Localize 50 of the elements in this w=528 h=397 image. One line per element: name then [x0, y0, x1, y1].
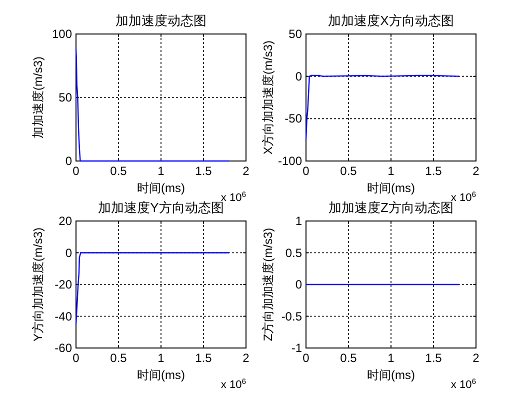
y-tick-label: 100	[52, 27, 72, 41]
y-axis-title: Y方向加加速度(m/s3)	[31, 227, 45, 342]
y-tick-label: 0	[295, 69, 302, 84]
y-tick-label: -100	[278, 154, 302, 168]
x-tick-label: 1	[158, 164, 165, 178]
y-tick-label: 50	[58, 90, 72, 104]
x-axis-title: 时间(ms)	[137, 181, 185, 195]
y-tick-label: 0	[65, 246, 72, 260]
y-tick-label: -1	[291, 341, 302, 355]
x-tick-label: 0.5	[340, 164, 358, 178]
line-series	[75, 252, 230, 325]
x-tick-label: 0.5	[110, 351, 128, 365]
y-tick-label: -60	[54, 341, 72, 355]
y-axis-title: Z方向加加速度(m/s3)	[261, 228, 275, 342]
y-tick-label: -50	[284, 112, 302, 126]
chart-title: 加加速度Y方向动态图	[98, 200, 224, 215]
y-tick-label: -0.5	[281, 309, 302, 324]
x-tick-label: 1	[388, 351, 395, 365]
x-tick-label: 0.5	[340, 351, 358, 365]
text: x 10$^{6}$	[220, 376, 246, 391]
x-tick-label: 2	[242, 351, 250, 365]
y-tick-label: 1	[295, 214, 302, 228]
x-tick-label: 2	[242, 164, 250, 178]
x-tick-label: 2	[472, 164, 480, 178]
y-tick-label: 0	[295, 278, 302, 292]
line-series	[305, 74, 460, 140]
y-tick-label: 20	[58, 214, 72, 228]
x-tick-label: 1.5	[425, 351, 442, 365]
x-tick-label: 1.5	[195, 164, 212, 178]
y-axis-title: X方向加加速度(m/s3)	[261, 40, 275, 154]
y-tick-label: -40	[54, 309, 72, 324]
y-axis-title: 加加速度(m/s3)	[31, 56, 45, 138]
x-tick-label: 1.5	[425, 164, 442, 178]
y-tick-label: 50	[288, 27, 302, 41]
x-tick-label: 0.5	[110, 164, 128, 178]
x-tick-label: 1.5	[195, 351, 212, 365]
chart-title: 加加速度动态图	[116, 13, 206, 28]
x-tick-label: 1	[388, 164, 395, 178]
y-tick-label: 0	[65, 154, 72, 168]
text: x 10$^{6}$	[450, 376, 476, 391]
x-axis-title: 时间(ms)	[137, 368, 185, 382]
x-axis-title: 时间(ms)	[367, 368, 415, 382]
line-series	[75, 48, 230, 162]
x-axis-title: 时间(ms)	[367, 181, 415, 195]
y-tick-label: 0.5	[285, 246, 302, 260]
chart-title: 加加速度X方向动态图	[328, 13, 454, 28]
x-tick-label: 2	[472, 351, 480, 365]
x-tick-label: 1	[158, 351, 165, 365]
chart-title: 加加速度Z方向动态图	[328, 200, 454, 215]
y-tick-label: -20	[54, 278, 72, 292]
